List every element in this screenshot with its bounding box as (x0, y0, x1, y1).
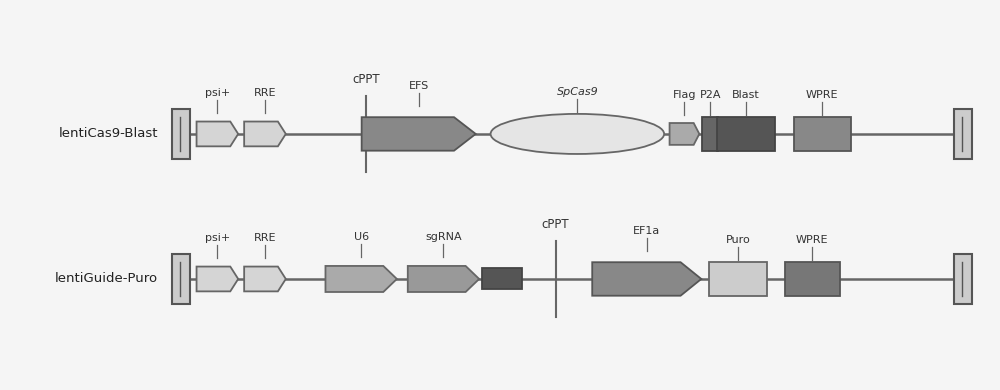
Ellipse shape (491, 114, 664, 154)
Text: Flag: Flag (673, 90, 696, 100)
Bar (702, 117, 718, 151)
Bar (482, 268, 522, 289)
Bar (717, 117, 775, 151)
Polygon shape (244, 122, 286, 146)
Text: psi+: psi+ (205, 233, 230, 243)
Text: lentiCas9-Blast: lentiCas9-Blast (58, 128, 158, 140)
Polygon shape (592, 262, 701, 296)
Polygon shape (197, 266, 238, 291)
Bar (954, 254, 972, 304)
Text: EFS: EFS (409, 81, 429, 91)
Text: cPPT: cPPT (542, 218, 569, 231)
Polygon shape (197, 122, 238, 146)
Bar (794, 117, 851, 151)
Text: U6: U6 (354, 232, 369, 242)
Text: RRE: RRE (254, 88, 276, 98)
Polygon shape (670, 123, 699, 145)
Text: WPRE: WPRE (806, 90, 839, 100)
Bar (954, 109, 972, 159)
Bar (785, 262, 840, 296)
Text: cPPT: cPPT (352, 73, 380, 86)
Bar (709, 262, 767, 296)
Text: lentiGuide-Puro: lentiGuide-Puro (55, 273, 158, 285)
Text: Puro: Puro (726, 235, 750, 245)
Text: EF1a: EF1a (633, 226, 660, 236)
Text: P2A: P2A (699, 90, 721, 100)
Polygon shape (362, 117, 476, 151)
Bar (172, 254, 190, 304)
Bar (172, 109, 190, 159)
Text: psi+: psi+ (205, 88, 230, 98)
Text: WPRE: WPRE (796, 235, 829, 245)
Text: Blast: Blast (732, 90, 760, 100)
Polygon shape (408, 266, 479, 292)
Text: RRE: RRE (254, 233, 276, 243)
Polygon shape (244, 266, 286, 291)
Polygon shape (325, 266, 397, 292)
Text: SpCas9: SpCas9 (556, 87, 598, 97)
Text: sgRNA: sgRNA (425, 232, 462, 242)
